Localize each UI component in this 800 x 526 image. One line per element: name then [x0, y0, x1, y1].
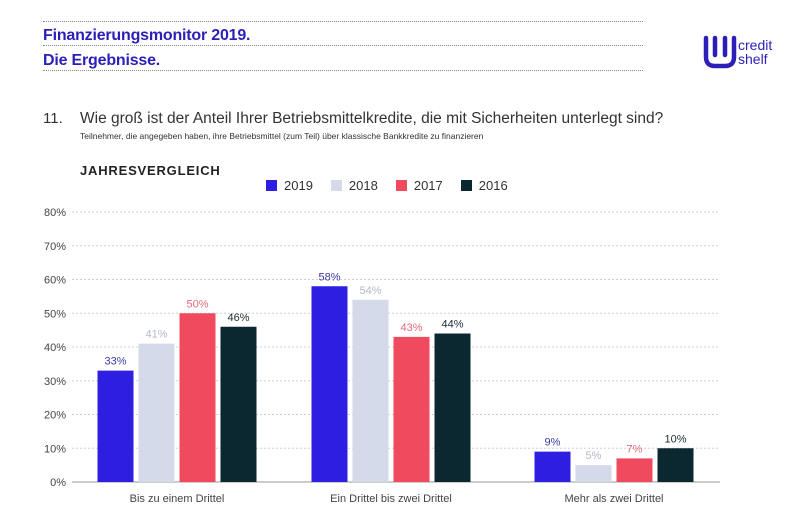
divider-middle [43, 45, 643, 46]
legend-swatch-2018 [330, 180, 342, 191]
legend-label-2018: 2018 [348, 178, 378, 193]
y-tick-label: 60% [44, 275, 66, 287]
y-tick-label: 0% [50, 477, 66, 489]
question-subtext: Teilnehmer, die angegeben haben, ihre Be… [80, 131, 484, 141]
legend-item-2017: 2017 [395, 178, 443, 193]
bar-2018-1 [138, 343, 175, 482]
x-category-label: Ein Drittel bis zwei Drittel [330, 493, 452, 505]
legend-swatch-2016 [460, 180, 472, 191]
logo-text-line1: credit [738, 37, 773, 53]
legend-label-2019: 2019 [284, 178, 313, 193]
bar-2017-2 [393, 336, 430, 482]
divider-bottom [43, 70, 643, 71]
report-subtitle: Die Ergebnisse. [43, 52, 161, 69]
bar-2016-1 [220, 326, 257, 482]
chart-legend: 2019 2018 2017 2016 [266, 178, 526, 193]
creditshelf-logo-icon [703, 35, 737, 69]
y-tick-label: 70% [44, 241, 66, 253]
y-tick-label: 20% [44, 410, 66, 422]
legend-item-2016: 2016 [460, 178, 508, 193]
x-category-label: Bis zu einem Drittel [130, 493, 225, 505]
y-tick-label: 10% [44, 443, 66, 455]
legend-label-2016: 2016 [478, 178, 508, 193]
section-label: JAHRESVERGLEICH [80, 163, 221, 178]
bar-2019-1 [97, 370, 134, 482]
logo-text: credit shelf [738, 38, 772, 66]
divider-top [43, 21, 643, 22]
bar-2019-2 [311, 286, 348, 482]
bar-2017-3 [616, 458, 653, 482]
bar-2016-2 [434, 333, 471, 482]
data-label-2019-2: 58% [318, 271, 340, 283]
y-tick-label: 50% [44, 308, 66, 320]
y-tick-label: 80% [44, 207, 66, 219]
x-category-label: Mehr als zwei Drittel [564, 493, 663, 505]
question-text: Wie groß ist der Anteil Ihrer Betriebsmi… [80, 110, 664, 127]
legend-item-2018: 2018 [330, 178, 378, 193]
bar-2018-3 [575, 465, 612, 482]
logo-text-line2: shelf [738, 51, 768, 67]
data-label-2018-2: 54% [359, 285, 381, 297]
question-number: 11. [43, 110, 63, 127]
data-label-2017-1: 50% [186, 298, 208, 310]
y-tick-label: 40% [44, 342, 66, 354]
data-label-2019-3: 9% [545, 437, 561, 449]
data-label-2018-1: 41% [145, 329, 167, 341]
data-label-2019-1: 33% [104, 356, 126, 368]
data-label-2016-3: 10% [664, 433, 686, 445]
data-label-2017-3: 7% [627, 443, 643, 455]
data-label-2016-1: 46% [227, 312, 249, 324]
bar-2016-3 [657, 448, 694, 482]
bar-2017-1 [179, 313, 216, 482]
y-tick-label: 30% [44, 376, 66, 388]
legend-swatch-2019 [266, 180, 277, 191]
bar-2018-2 [352, 299, 389, 482]
data-label-2018-3: 5% [586, 450, 602, 462]
legend-label-2017: 2017 [413, 178, 443, 193]
report-title: Finanzierungsmonitor 2019. [43, 27, 251, 44]
legend-swatch-2017 [395, 180, 407, 191]
data-label-2017-2: 43% [400, 322, 422, 334]
bar-2019-3 [534, 451, 571, 482]
legend-item-2019: 2019 [266, 178, 313, 193]
data-label-2016-2: 44% [441, 319, 463, 331]
creditshelf-logo: credit shelf [703, 35, 795, 73]
